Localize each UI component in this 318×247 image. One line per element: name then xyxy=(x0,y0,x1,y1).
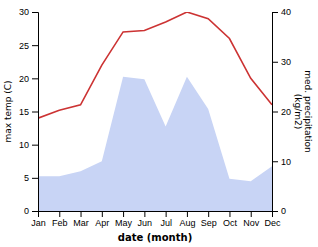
tick-mark xyxy=(272,62,278,63)
tick-label: 20 xyxy=(281,107,291,117)
y2-axis: 0 10 20 30 40 xyxy=(272,7,291,216)
tick-label: Aug xyxy=(179,218,195,228)
plot-area: JanFebMarAprMayJunJulAugSepOctNovDec0510… xyxy=(19,7,291,228)
tick: 20 xyxy=(272,107,291,117)
tick-mark xyxy=(81,211,82,217)
tick-mark xyxy=(229,211,230,217)
tick-label: 40 xyxy=(281,7,291,17)
tick: Nov xyxy=(243,211,260,228)
tick-mark xyxy=(272,161,278,162)
tick-label: May xyxy=(115,218,133,228)
tick-mark xyxy=(123,211,124,217)
tick: May xyxy=(115,211,133,228)
tick-mark xyxy=(144,211,145,217)
line xyxy=(38,12,272,118)
tick-label: 15 xyxy=(19,107,29,117)
tick-mark xyxy=(32,178,38,179)
tick-mark xyxy=(32,45,38,46)
tick: 30 xyxy=(19,7,38,17)
tick-label: Dec xyxy=(264,218,281,228)
tick-mark xyxy=(251,211,252,217)
axis-line xyxy=(39,212,273,218)
tick-label: Jul xyxy=(160,218,172,228)
area xyxy=(38,77,272,211)
axis-line xyxy=(273,13,279,212)
y2-axis-title: med. precipitation(kg/m2) xyxy=(293,70,313,152)
tick-label: Nov xyxy=(243,218,260,228)
tick-label: 25 xyxy=(19,41,29,51)
tick: Jul xyxy=(160,211,172,228)
tick: 5 xyxy=(24,173,38,183)
tick-mark xyxy=(32,211,38,212)
x-axis-title: date (month) xyxy=(118,232,192,243)
tick-label: 10 xyxy=(19,140,29,150)
tick-mark xyxy=(208,211,209,217)
tick-mark xyxy=(32,12,38,13)
tick-label: 5 xyxy=(24,173,29,183)
tick-label: Sep xyxy=(201,218,217,228)
tick: Jan xyxy=(31,211,46,228)
tick-mark xyxy=(32,112,38,113)
y-axis-title: max temp (C) xyxy=(3,80,13,142)
tick-label: Jan xyxy=(31,218,46,228)
tick-label: 20 xyxy=(19,74,29,84)
tick: 40 xyxy=(272,7,291,17)
tick: Jun xyxy=(138,211,153,228)
tick: Aug xyxy=(179,211,195,228)
tick-mark xyxy=(272,12,278,13)
tick: Oct xyxy=(223,211,238,228)
tick-label: Jun xyxy=(138,218,153,228)
tick: 25 xyxy=(19,41,38,51)
tick-label: 30 xyxy=(281,57,291,67)
tick-label: Mar xyxy=(73,218,89,228)
tick-mark xyxy=(272,112,278,113)
tick-mark xyxy=(166,211,167,217)
tick: Sep xyxy=(201,211,217,228)
tick-mark xyxy=(187,211,188,217)
tick-mark xyxy=(272,211,278,212)
tick-label: 0 xyxy=(24,206,29,216)
tick: 10 xyxy=(19,140,38,150)
tick-mark xyxy=(32,145,38,146)
tick: 20 xyxy=(19,74,38,84)
tick-mark xyxy=(59,211,60,217)
tick: Dec xyxy=(264,211,281,228)
tick-mark xyxy=(102,211,103,217)
title-line: med. precipitation xyxy=(303,70,313,152)
tick: Feb xyxy=(52,211,68,228)
y-axis: 0 5 10 15 20 25 30 xyxy=(19,7,39,216)
axis-line xyxy=(32,13,39,212)
x-axis: Jan Feb Mar Apr May Jun Jul Aug Sep Oct Nov Dec xyxy=(31,211,281,228)
tick: 30 xyxy=(272,57,291,67)
tick-label: Feb xyxy=(52,218,68,228)
tick-label: 0 xyxy=(281,206,286,216)
tick: 0 xyxy=(24,206,38,216)
marks xyxy=(38,12,272,211)
tick-label: 10 xyxy=(281,157,291,167)
tick: 10 xyxy=(272,157,291,167)
title-line: (kg/m2) xyxy=(293,94,303,129)
chart: JanFebMarAprMayJunJulAugSepOctNovDec0510… xyxy=(0,0,318,247)
tick: Apr xyxy=(95,211,109,228)
tick-label: Oct xyxy=(223,218,238,228)
tick: Mar xyxy=(73,211,89,228)
tick-label: 30 xyxy=(19,7,29,17)
tick: 15 xyxy=(19,107,38,117)
tick-label: Apr xyxy=(95,218,109,228)
tick: 0 xyxy=(272,206,286,216)
tick-mark xyxy=(32,78,38,79)
